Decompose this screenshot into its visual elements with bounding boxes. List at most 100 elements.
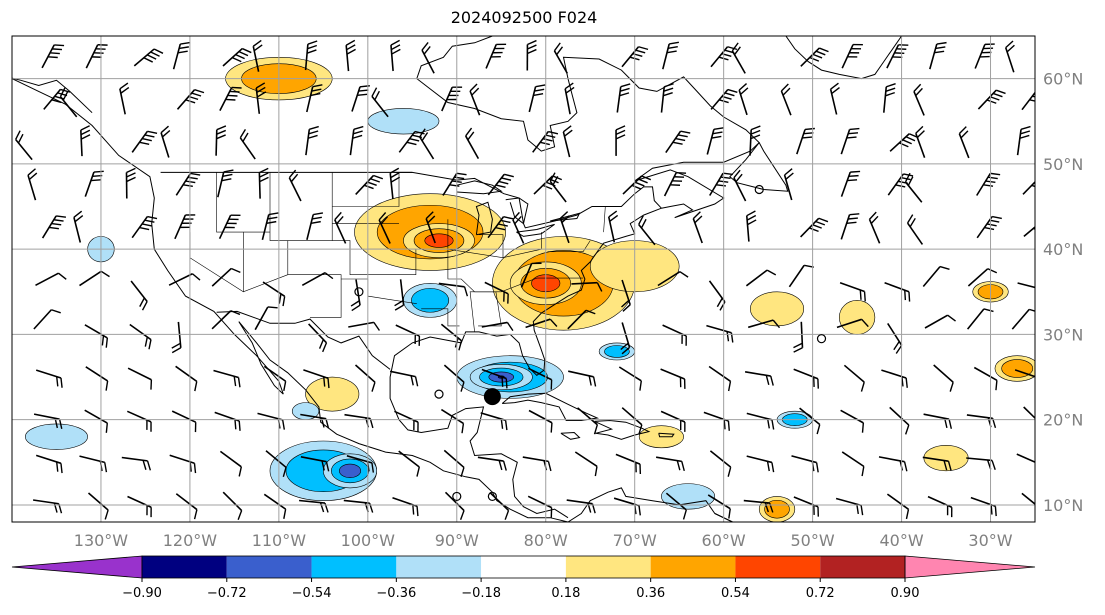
map-frame [11,35,1036,523]
colorbar-segment [311,556,397,578]
wind-barb [1023,406,1035,426]
wind-barb [35,369,63,388]
wind-barb [663,172,687,197]
colorbar: −0.90 −0.72 −0.54 −0.36 −0.18 0.18 0.36 0.54 0.7… [11,555,1036,601]
wind-barb [622,175,652,195]
wind-barb [620,322,631,355]
wind-barb [738,83,749,116]
wind-barb [441,86,463,112]
negative-anomaly-4-level-2 [411,288,450,313]
boundary-line-12 [469,291,502,332]
colorbar-tick-label: 0.72 [806,586,835,601]
wind-barb [746,412,775,430]
wind-barb [222,47,252,67]
boundary-line-7 [216,172,270,233]
wind-barb [843,364,865,392]
calm-wind-circle [434,389,444,399]
wind-barb [443,449,465,478]
colorbar-tick-label: −0.72 [207,586,247,601]
wind-barb [662,41,680,70]
wind-barb [783,168,794,201]
boundary-line-11 [447,232,542,259]
colorbar-segment [565,556,651,578]
calm-wind-circle [487,491,497,502]
wind-barb [258,167,269,199]
wind-barb [1016,453,1035,466]
wind-barb [638,215,656,246]
wind-barb [171,410,197,433]
wind-barb [512,211,525,244]
wind-barb [745,210,757,242]
wind-barb [615,453,642,475]
wind-barb [484,281,509,304]
boundary-line-4 [287,240,342,318]
wind-barb [976,215,1002,239]
graticule [12,36,1035,522]
wind-barb [168,273,201,286]
wind-barb [841,451,865,477]
wind-barb [922,456,952,471]
latitude-label: 50°N [1043,155,1083,174]
wind-barb [913,83,925,116]
wind-barb [469,83,481,116]
wind-barb [489,491,510,520]
wind-barb [889,406,910,435]
wind-barb [621,407,643,435]
wind-barb [799,407,821,435]
longitude-label: 100°W [341,531,396,550]
wind-barb [219,450,243,477]
wind-barb [796,127,815,155]
longitude-label: 50°W [791,531,835,550]
negative-anomaly-3-level-3 [339,463,362,478]
wind-barb [660,83,674,113]
boundary-line-13 [421,308,460,327]
calm-wind-circle [816,334,827,344]
wind-barb [745,269,777,287]
coastline-segment-16 [516,223,555,237]
wind-barb [567,309,596,330]
wind-barb [306,212,324,240]
latitude-label: 20°N [1043,411,1083,430]
wind-barb [577,407,599,435]
wind-barb [559,211,570,244]
colorbar-extend-high [904,555,1036,579]
wind-barb [35,272,67,287]
wind-barb [371,87,389,118]
wind-barb [835,497,864,516]
wind-barbs [15,39,1035,520]
positive-anomaly-8-level-1 [838,300,876,335]
wind-barb [839,281,866,302]
wind-barb [345,39,356,72]
calm-wind-circle [452,491,462,502]
colorbar-tick-label: 0.36 [636,586,665,601]
wind-barb [85,44,108,69]
wind-barb [958,126,970,159]
latitude-label: 10°N [1043,496,1083,515]
wind-barb [308,323,328,353]
wind-barb [119,82,130,115]
wind-barb [621,279,631,312]
wind-barb [419,128,435,160]
colorbar-segment [481,556,566,578]
wind-barb [41,215,67,239]
latitude-label: 60°N [1043,70,1083,89]
positive-anomaly-13-level-1 [305,376,360,412]
wind-barb [127,495,152,518]
longitude-label: 130°W [74,531,129,550]
colorbar-tick-label: −0.90 [122,586,162,601]
wind-barb [442,172,467,196]
wind-barb [394,410,419,432]
coastline-segment-13 [456,180,503,195]
wind-barb [616,83,631,113]
longitude-label: 120°W [163,531,218,550]
colorbar-segment [820,556,905,578]
wind-barb [211,267,241,287]
negative-anomaly-7-level-1 [661,483,716,510]
wind-barb [351,85,370,112]
wind-barb [966,308,994,330]
wind-barb [222,491,243,520]
wind-barb [27,168,38,201]
wind-barb [1011,308,1035,330]
colorbar-segment [142,556,227,578]
